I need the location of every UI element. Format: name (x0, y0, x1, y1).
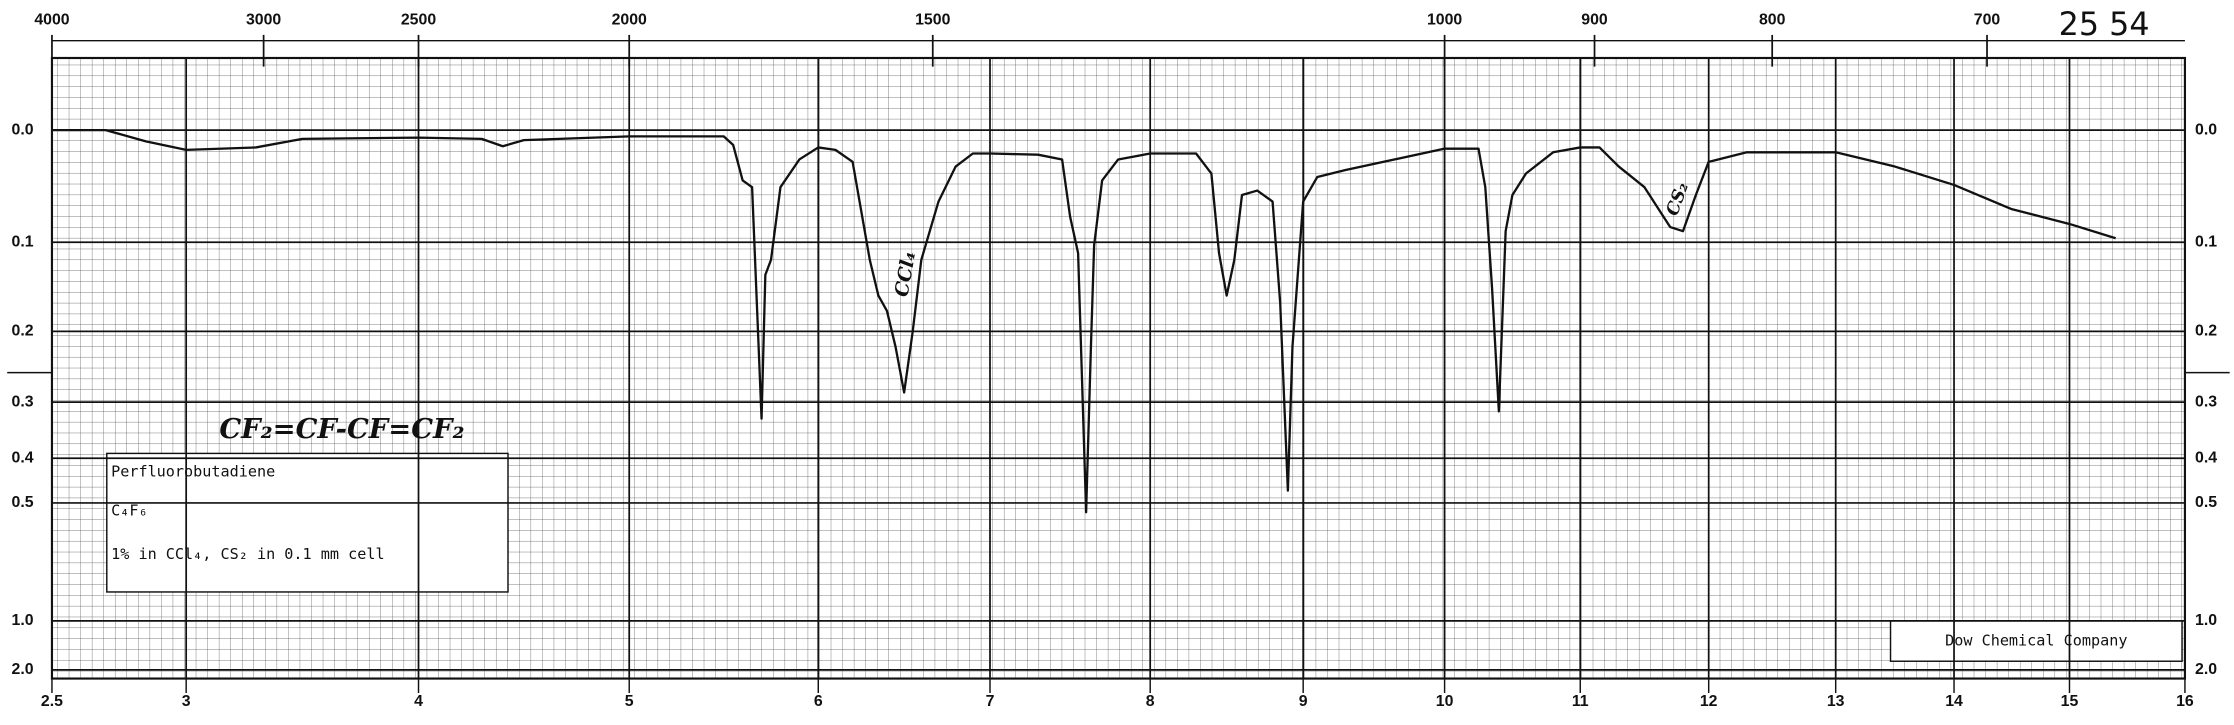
x2-tick-label: 4000 (34, 12, 69, 29)
y-tick-label-right: 0.5 (2195, 494, 2217, 511)
y-tick-label: 0.4 (12, 449, 34, 466)
y-tick-label-right: 0.1 (2195, 233, 2217, 250)
sample-formula: C₄F₆ (111, 502, 147, 520)
x-tick-label: 2.5 (41, 693, 63, 710)
y-tick-label: 2.0 (12, 661, 34, 678)
catalog-number: 25 54 (2059, 7, 2150, 43)
x2-tick-label: 1000 (1427, 12, 1462, 29)
sample-conditions: 1% in CCl₄, CS₂ in 0.1 mm cell (111, 545, 384, 563)
x-tick-label: 10 (1436, 693, 1454, 710)
y-tick-label-right: 2.0 (2195, 661, 2217, 678)
sample-label-box (106, 452, 509, 593)
x-tick-label: 4 (414, 693, 423, 710)
x-tick-label: 9 (1299, 693, 1308, 710)
x-tick-label: 12 (1700, 693, 1718, 710)
x2-tick-label: 1500 (915, 12, 950, 29)
x-tick-label: 7 (986, 693, 995, 710)
y-tick-label-right: 0.3 (2195, 393, 2217, 410)
x-tick-label: 13 (1827, 693, 1845, 710)
x-tick-label: 14 (1945, 693, 1963, 710)
x-tick-label: 6 (814, 693, 823, 710)
x-tick-label: 11 (1572, 693, 1589, 710)
x2-tick-label: 700 (1974, 12, 2001, 29)
x2-tick-label: 2000 (612, 12, 647, 29)
sample-name: Perfluorobutadiene (111, 463, 275, 481)
x2-tick-label: 800 (1759, 12, 1786, 29)
x-tick-label: 5 (625, 693, 634, 710)
x2-tick-label: 900 (1581, 12, 1608, 29)
x-tick-label: 8 (1146, 693, 1155, 710)
x2-tick-label: 2500 (401, 12, 436, 29)
y-tick-label-right: 0.0 (2195, 121, 2217, 138)
y-tick-label: 0.2 (12, 323, 34, 340)
y-tick-label-right: 1.0 (2195, 612, 2217, 629)
company-name: Dow Chemical Company (1945, 632, 2127, 650)
y-tick-label: 1.0 (12, 612, 34, 629)
y-tick-label: 0.0 (12, 121, 34, 138)
y-tick-label: 0.1 (12, 233, 34, 250)
x2-tick-label: 3000 (246, 12, 281, 29)
structure-annotation: CF₂=CF-CF=CF₂ (219, 413, 464, 445)
y-tick-label-right: 0.4 (2195, 449, 2217, 466)
x-tick-label: 16 (2176, 693, 2194, 710)
y-tick-label-right: 0.2 (2195, 323, 2217, 340)
spectrum-line (51, 128, 2117, 514)
y-tick-label: 0.3 (12, 393, 34, 410)
x-tick-label: 15 (2061, 693, 2079, 710)
y-tick-label: 0.5 (12, 494, 34, 511)
x-tick-label: 3 (182, 693, 191, 710)
